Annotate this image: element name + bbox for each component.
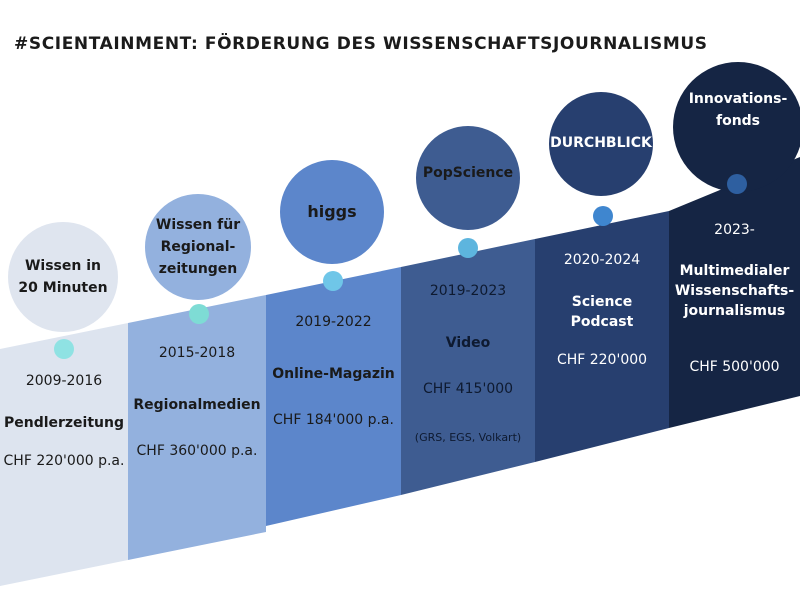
column-5: 2020-2024 Science Podcast CHF 220'000 xyxy=(535,0,669,594)
timeline-dot-2 xyxy=(189,304,209,324)
column-6-amount: CHF 500'000 xyxy=(689,359,780,375)
column-3-years: 2019-2022 xyxy=(295,314,372,330)
column-6: 2023- Multimedialer Wissenschafts- journ… xyxy=(669,0,800,594)
column-3-amount: CHF 184'000 p.a. xyxy=(273,412,394,428)
column-3: 2019-2022 Online-Magazin CHF 184'000 p.a… xyxy=(266,0,401,594)
bubble-wissen-in-20-minuten: Wissen in 20 Minuten xyxy=(8,222,118,332)
column-2: 2015-2018 Regionalmedien CHF 360'000 p.a… xyxy=(128,0,266,594)
timeline-dot-1 xyxy=(54,339,74,359)
column-4-years: 2019-2023 xyxy=(429,283,507,299)
column-4-name: Video xyxy=(445,335,491,351)
column-1-years: 2009-2016 xyxy=(25,373,103,389)
column-3-block xyxy=(266,267,401,526)
column-4-block xyxy=(401,239,535,495)
column-2-amount: CHF 360'000 p.a. xyxy=(136,443,258,459)
column-4-note: (GRS, EGS, Volkart) xyxy=(414,431,522,444)
bubble-durchblick: DURCHBLICK xyxy=(549,92,653,196)
column-6-block xyxy=(669,157,800,428)
timeline-dot-6 xyxy=(727,174,747,194)
column-4: 2019-2023 Video CHF 415'000 (GRS, EGS, V… xyxy=(401,0,535,594)
column-1-block xyxy=(0,323,128,586)
timeline-dot-3 xyxy=(323,271,343,291)
column-5-name: Science Podcast xyxy=(570,294,634,330)
timeline-dot-4 xyxy=(458,238,478,258)
column-5-years: 2020-2024 xyxy=(563,252,641,268)
column-4-amount: CHF 415'000 xyxy=(422,381,514,397)
timeline-dot-5 xyxy=(593,206,613,226)
column-3-name: Online-Magazin xyxy=(272,366,395,382)
column-6-years: 2023- xyxy=(714,222,755,238)
bubble-innovationsfonds: Innovations- fonds xyxy=(673,62,800,192)
column-1-name: Pendlerzeitung xyxy=(3,415,125,431)
column-5-block xyxy=(535,211,669,462)
column-2-years: 2015-2018 xyxy=(158,345,236,361)
page-title: #SCIENTAINMENT: FÖRDERUNG DES WISSENSCHA… xyxy=(14,34,708,54)
bubble-higgs: higgs xyxy=(280,160,384,264)
column-2-name: Regionalmedien xyxy=(133,397,261,413)
column-1: 2009-2016 Pendlerzeitung CHF 220'000 p.a… xyxy=(0,0,128,594)
column-2-block xyxy=(128,295,266,560)
column-6-name: Multimedialer Wissenschafts- journalismu… xyxy=(674,263,795,319)
bubble-wissen-fuer-regionalzeitungen: Wissen für Regional- zeitungen xyxy=(145,194,251,300)
column-5-amount: CHF 220'000 xyxy=(556,352,648,368)
column-1-amount: CHF 220'000 p.a. xyxy=(3,453,125,469)
bubble-popscience: PopScience xyxy=(416,126,520,230)
